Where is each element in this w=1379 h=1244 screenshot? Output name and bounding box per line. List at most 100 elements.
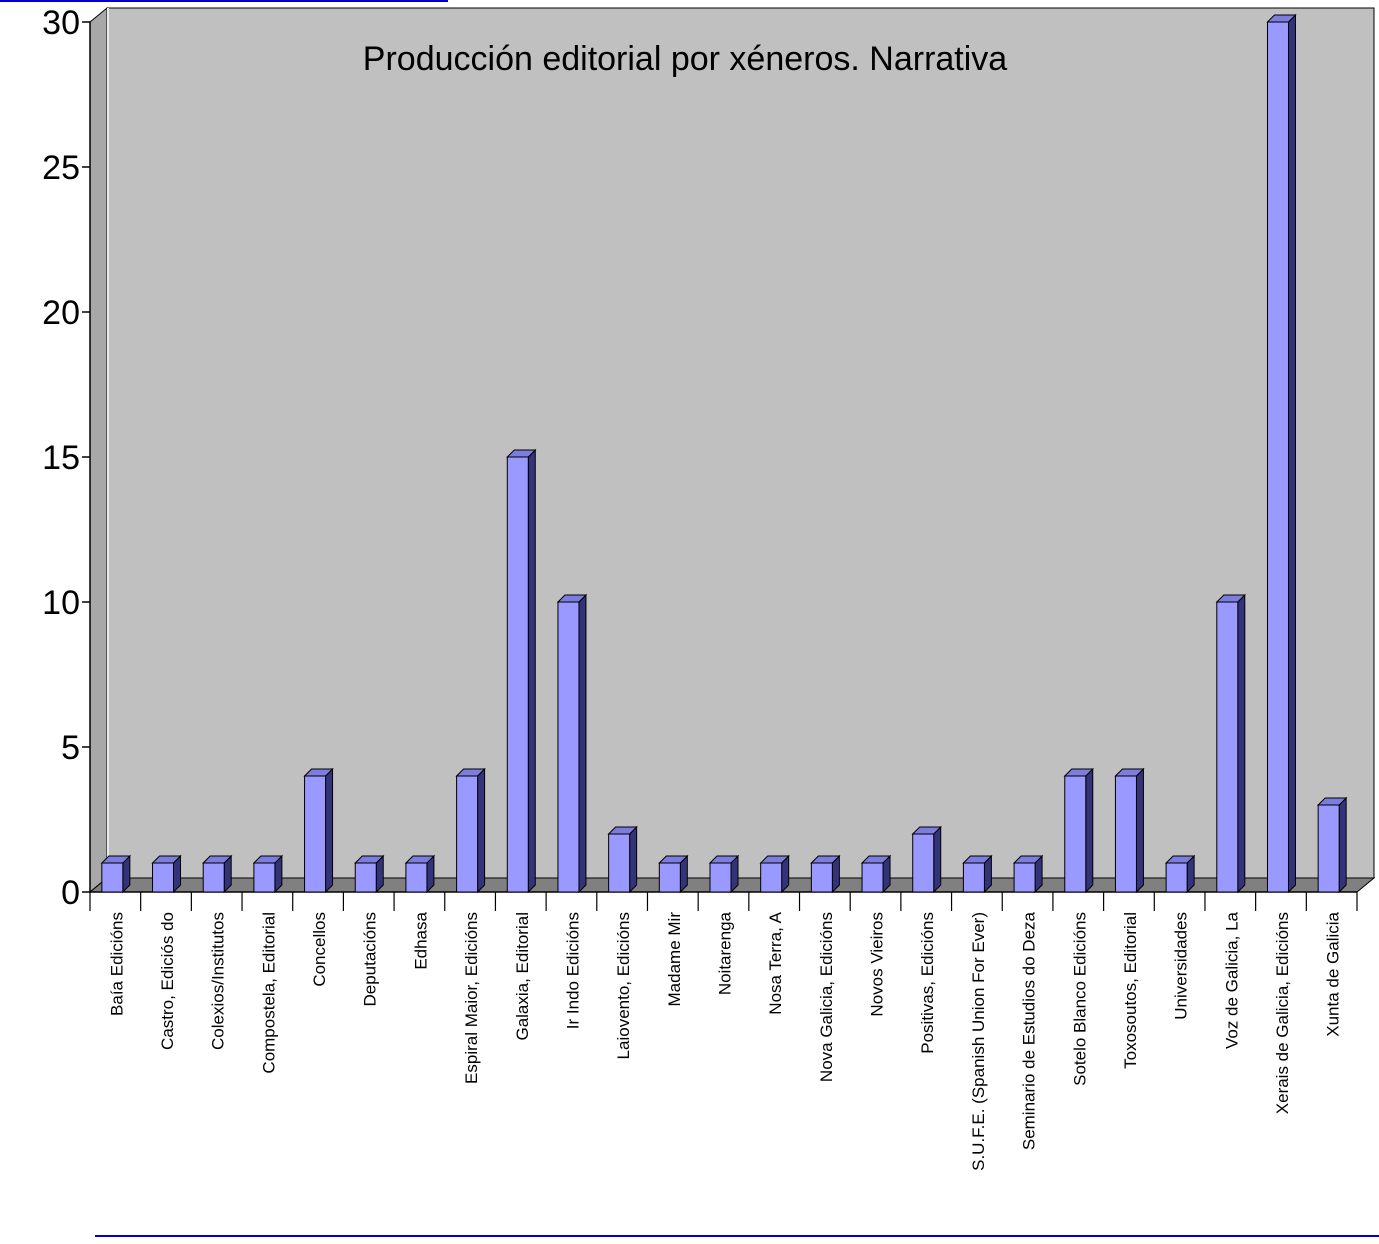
bar-side: [629, 825, 638, 894]
x-tick-label: Xunta de Galicia: [1324, 911, 1343, 1036]
bar: [556, 593, 588, 894]
bar-side: [1085, 767, 1094, 894]
x-tick-label: Voz de Galicia, La: [1222, 911, 1241, 1049]
bar: [100, 854, 132, 894]
bar-side: [1135, 767, 1144, 894]
plot-walls: [88, 6, 1376, 894]
bar: [354, 854, 385, 894]
bar-front: [760, 862, 783, 893]
y-tick-label: 30: [42, 4, 80, 42]
bar-front: [709, 862, 732, 893]
bar-side: [325, 767, 334, 894]
y-tick-label: 15: [42, 439, 80, 477]
bar: [810, 854, 841, 894]
bar: [404, 854, 436, 894]
bar: [455, 767, 486, 894]
bar: [860, 854, 892, 894]
bar: [1012, 854, 1044, 894]
bar-front: [962, 862, 985, 893]
bar-side: [933, 825, 942, 894]
bar: [303, 767, 334, 894]
bar: [1063, 767, 1094, 894]
bar: [962, 854, 993, 894]
x-tick-label: Deputacións: [361, 912, 380, 1007]
bar-front: [1114, 775, 1137, 893]
y-tick-label: 25: [42, 149, 80, 187]
chart-title: Producción editorial por xéneros. Narrat…: [363, 40, 1008, 78]
bar-front: [1064, 775, 1087, 893]
bar-front: [861, 862, 884, 893]
bar: [708, 854, 740, 894]
bar: [506, 448, 537, 894]
x-tick-label: Positivas, Edicións: [918, 912, 937, 1054]
bar-front: [912, 833, 935, 893]
side-wall: [89, 6, 108, 894]
bar-front: [810, 862, 833, 893]
x-tick-label: Nosa Terra, A: [766, 911, 785, 1014]
bar-side: [1338, 796, 1347, 894]
bar-front: [101, 862, 124, 893]
bar-front: [1165, 862, 1188, 893]
x-tick-label: Ir Indo Edicións: [563, 912, 582, 1029]
bar-front: [1013, 862, 1036, 893]
x-tick-label: Colexios/Institutos: [209, 912, 228, 1050]
x-tick-label: S.U.F.E. (Spanish Union For Ever): [969, 912, 988, 1171]
bar: [1215, 593, 1247, 894]
x-tick-label: Noitarenga: [716, 911, 735, 995]
y-axis: 0 5 10 15 20 25 30: [42, 4, 91, 912]
bar-side: [527, 448, 536, 894]
x-tick-label: Concellos: [310, 912, 329, 987]
y-tick-label: 0: [61, 874, 80, 912]
bar: [1316, 796, 1348, 894]
bar-side: [1237, 593, 1246, 894]
x-tick-label: Compostela, Editorial: [259, 912, 278, 1074]
bar-front: [506, 456, 529, 893]
x-tick-label: Madame Mir: [665, 912, 684, 1007]
bar: [1114, 767, 1145, 894]
x-tick-label: Laiovento, Edicións: [614, 912, 633, 1059]
x-tick-label: Edhasa: [411, 911, 430, 969]
x-tick-label: Baía Edicións: [107, 912, 126, 1016]
x-tick-label: Toxosoutos, Editorial: [1121, 912, 1140, 1069]
x-tick-label: Galaxia, Editorial: [513, 912, 532, 1041]
bar-front: [1216, 601, 1239, 893]
bar-side: [578, 593, 587, 894]
bar-front: [658, 862, 681, 893]
bar: [759, 854, 790, 894]
bar: [911, 825, 942, 894]
bar-front: [1317, 804, 1340, 893]
bar: [252, 854, 284, 894]
back-wall: [106, 7, 1375, 879]
x-tick-labels: Baía Edicións Castro, Ediciós do Colexios/…: [107, 911, 1342, 1171]
y-tick-label: 20: [42, 294, 80, 332]
y-tick-label: 10: [42, 584, 80, 622]
bar-front: [304, 775, 327, 893]
bar-side: [477, 767, 486, 894]
bar-side: [1287, 13, 1296, 894]
bar-front: [354, 862, 377, 893]
y-tick-label: 5: [61, 729, 80, 767]
x-tick-label: Sotelo Blanco Edicións: [1070, 912, 1089, 1086]
bar: [201, 854, 233, 894]
bar: [607, 825, 638, 894]
x-tick-label: Seminario de Estudios do Deza: [1020, 911, 1039, 1150]
x-tick-label: Castro, Ediciós do: [158, 912, 177, 1050]
bars: [100, 13, 1348, 894]
bar-front: [1266, 21, 1289, 893]
bar: [658, 854, 689, 894]
bar-front: [456, 775, 479, 893]
bar-front: [557, 601, 580, 893]
bar: [1266, 13, 1297, 894]
bar-front: [608, 833, 631, 893]
bar-front: [405, 862, 428, 893]
bar-front: [202, 862, 225, 893]
bar: [1164, 854, 1196, 894]
x-tick-label: Espiral Maior, Edicións: [462, 912, 481, 1084]
x-tick-label: Universidades: [1172, 912, 1191, 1020]
x-tick-label: Novos Vieiros: [868, 912, 887, 1017]
x-tick-label: Xerais de Galicia, Edicións: [1273, 912, 1292, 1114]
bar-front: [253, 862, 276, 893]
bar: [151, 854, 182, 894]
